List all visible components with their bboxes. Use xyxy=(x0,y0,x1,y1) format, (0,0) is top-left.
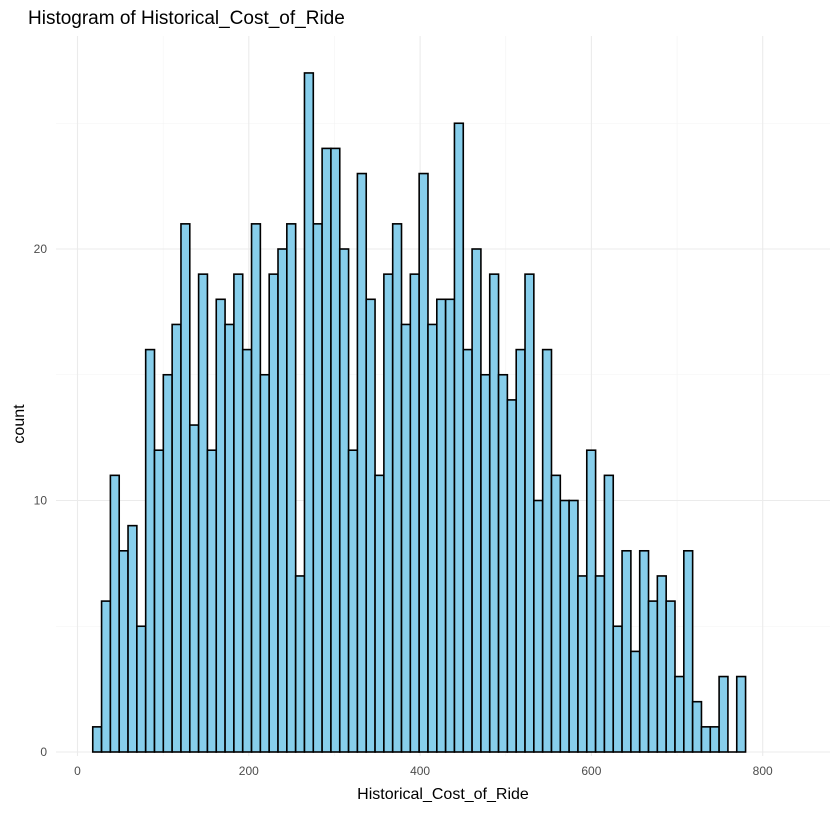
histogram-bar xyxy=(374,474,385,753)
histogram-bar xyxy=(233,273,244,753)
histogram-bar xyxy=(647,600,659,753)
histogram-bar xyxy=(700,726,712,753)
x-tick-label: 0 xyxy=(74,764,81,778)
histogram-bar xyxy=(338,248,350,753)
histogram-bar xyxy=(674,675,685,753)
histogram-bar xyxy=(409,273,420,753)
histogram-bar xyxy=(383,273,394,753)
histogram-bar xyxy=(612,625,623,753)
histogram-bar xyxy=(286,223,297,753)
x-tick-label: 800 xyxy=(753,764,773,778)
histogram-bar xyxy=(709,726,720,753)
histogram-bar xyxy=(118,549,129,753)
histogram-bar xyxy=(100,600,112,753)
histogram-bar xyxy=(497,373,509,753)
histogram-bar xyxy=(224,323,235,753)
bars xyxy=(91,72,747,753)
histogram-bar xyxy=(321,147,332,753)
histogram-bar xyxy=(638,549,650,753)
x-tick-label: 600 xyxy=(581,764,601,778)
histogram-bar xyxy=(330,147,341,753)
x-tick-label: 400 xyxy=(410,764,430,778)
histogram-bar xyxy=(180,223,191,753)
histogram-bar xyxy=(136,625,147,753)
histogram-bar xyxy=(365,298,376,753)
y-tick-label: 10 xyxy=(34,494,48,508)
histogram-bar xyxy=(250,223,262,753)
histogram-bar xyxy=(400,323,412,753)
histogram-bar xyxy=(391,223,403,753)
histogram-bar xyxy=(585,449,597,753)
histogram-bar xyxy=(471,248,482,753)
histogram-bar xyxy=(427,323,438,753)
histogram-bar xyxy=(171,323,182,753)
histogram-bar xyxy=(735,675,747,753)
y-tick-label: 0 xyxy=(40,745,47,759)
histogram-bar xyxy=(568,499,579,753)
histogram-bar xyxy=(603,474,615,753)
histogram-bar xyxy=(127,524,138,753)
histogram-bar xyxy=(559,499,570,753)
histogram-bar xyxy=(436,298,447,753)
histogram-bar xyxy=(294,575,306,753)
y-axis-ticks: 0 10 20 xyxy=(34,242,48,759)
histogram-bar xyxy=(630,650,641,753)
histogram-bar xyxy=(312,223,323,753)
histogram-bar xyxy=(462,348,473,753)
histogram-bar xyxy=(577,575,588,753)
histogram-bar xyxy=(109,474,121,753)
histogram-bar xyxy=(480,373,491,753)
y-axis-title: count xyxy=(11,404,28,444)
histogram-bar xyxy=(91,726,103,753)
histogram-bar xyxy=(241,348,253,753)
histogram-bar xyxy=(550,474,562,753)
histogram-bar xyxy=(515,348,526,753)
histogram-bar xyxy=(303,72,315,753)
y-tick-label: 20 xyxy=(34,242,48,256)
histogram-bar xyxy=(533,499,544,753)
histogram-bar xyxy=(347,449,359,753)
histogram-bar xyxy=(524,273,535,753)
x-tick-label: 200 xyxy=(239,764,259,778)
histogram-bar xyxy=(153,449,165,753)
histogram-bar xyxy=(215,298,226,753)
histogram-bar xyxy=(541,348,553,753)
chart-title: Histogram of Historical_Cost_of_Ride xyxy=(28,8,345,29)
histogram-bar xyxy=(144,348,156,753)
histogram-bar xyxy=(162,373,173,753)
histogram-bar xyxy=(594,575,606,753)
histogram-bar xyxy=(691,700,703,753)
histogram-bar xyxy=(356,172,368,753)
histogram-bar xyxy=(488,273,500,753)
histogram-bar xyxy=(188,424,200,753)
histogram-bar xyxy=(506,399,517,753)
histogram-bar xyxy=(268,273,279,753)
histogram-bar xyxy=(621,549,632,753)
histogram-bar xyxy=(206,449,218,753)
histogram-bar xyxy=(418,172,429,753)
histogram-bar xyxy=(683,549,694,753)
histogram-bar xyxy=(444,298,456,753)
histogram-bar xyxy=(259,373,270,753)
histogram-bar xyxy=(277,248,288,753)
histogram-bar xyxy=(453,122,465,753)
x-axis-title: Historical_Cost_of_Ride xyxy=(357,786,529,803)
histogram-bar xyxy=(197,273,209,753)
x-axis-ticks: 0 200 400 600 800 xyxy=(74,764,773,778)
histogram-bar xyxy=(665,600,676,753)
histogram-bar xyxy=(718,675,729,753)
histogram-bar xyxy=(656,575,667,753)
